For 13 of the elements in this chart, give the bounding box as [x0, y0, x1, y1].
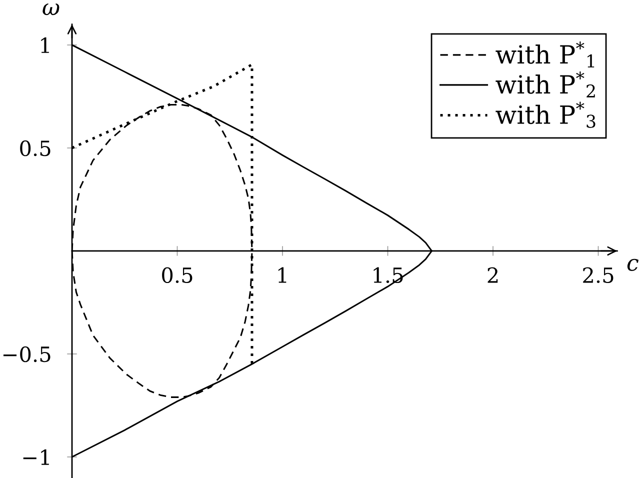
x-tick-label: 2.5 — [583, 267, 614, 284]
legend-label: with P$^{*}$$_{3}$ — [496, 102, 596, 128]
x-tick-label: 1 — [278, 267, 286, 283]
legend-label: with P$^{*}$$_{1}$ — [496, 41, 594, 68]
y-tick-label: 0.5 — [20, 140, 50, 156]
x-axis-title: c — [627, 258, 638, 271]
legend-label: with P$^{*}$$_{2}$ — [496, 71, 595, 98]
y-axis-title: ω — [42, 4, 60, 16]
x-tick-label: 2 — [488, 267, 498, 283]
y-tick-label: 1 — [41, 37, 49, 53]
y-tick-label: −1 — [23, 449, 49, 465]
x-tick-label: 1.5 — [374, 267, 403, 284]
y-tick-label: −0.5 — [3, 346, 50, 362]
